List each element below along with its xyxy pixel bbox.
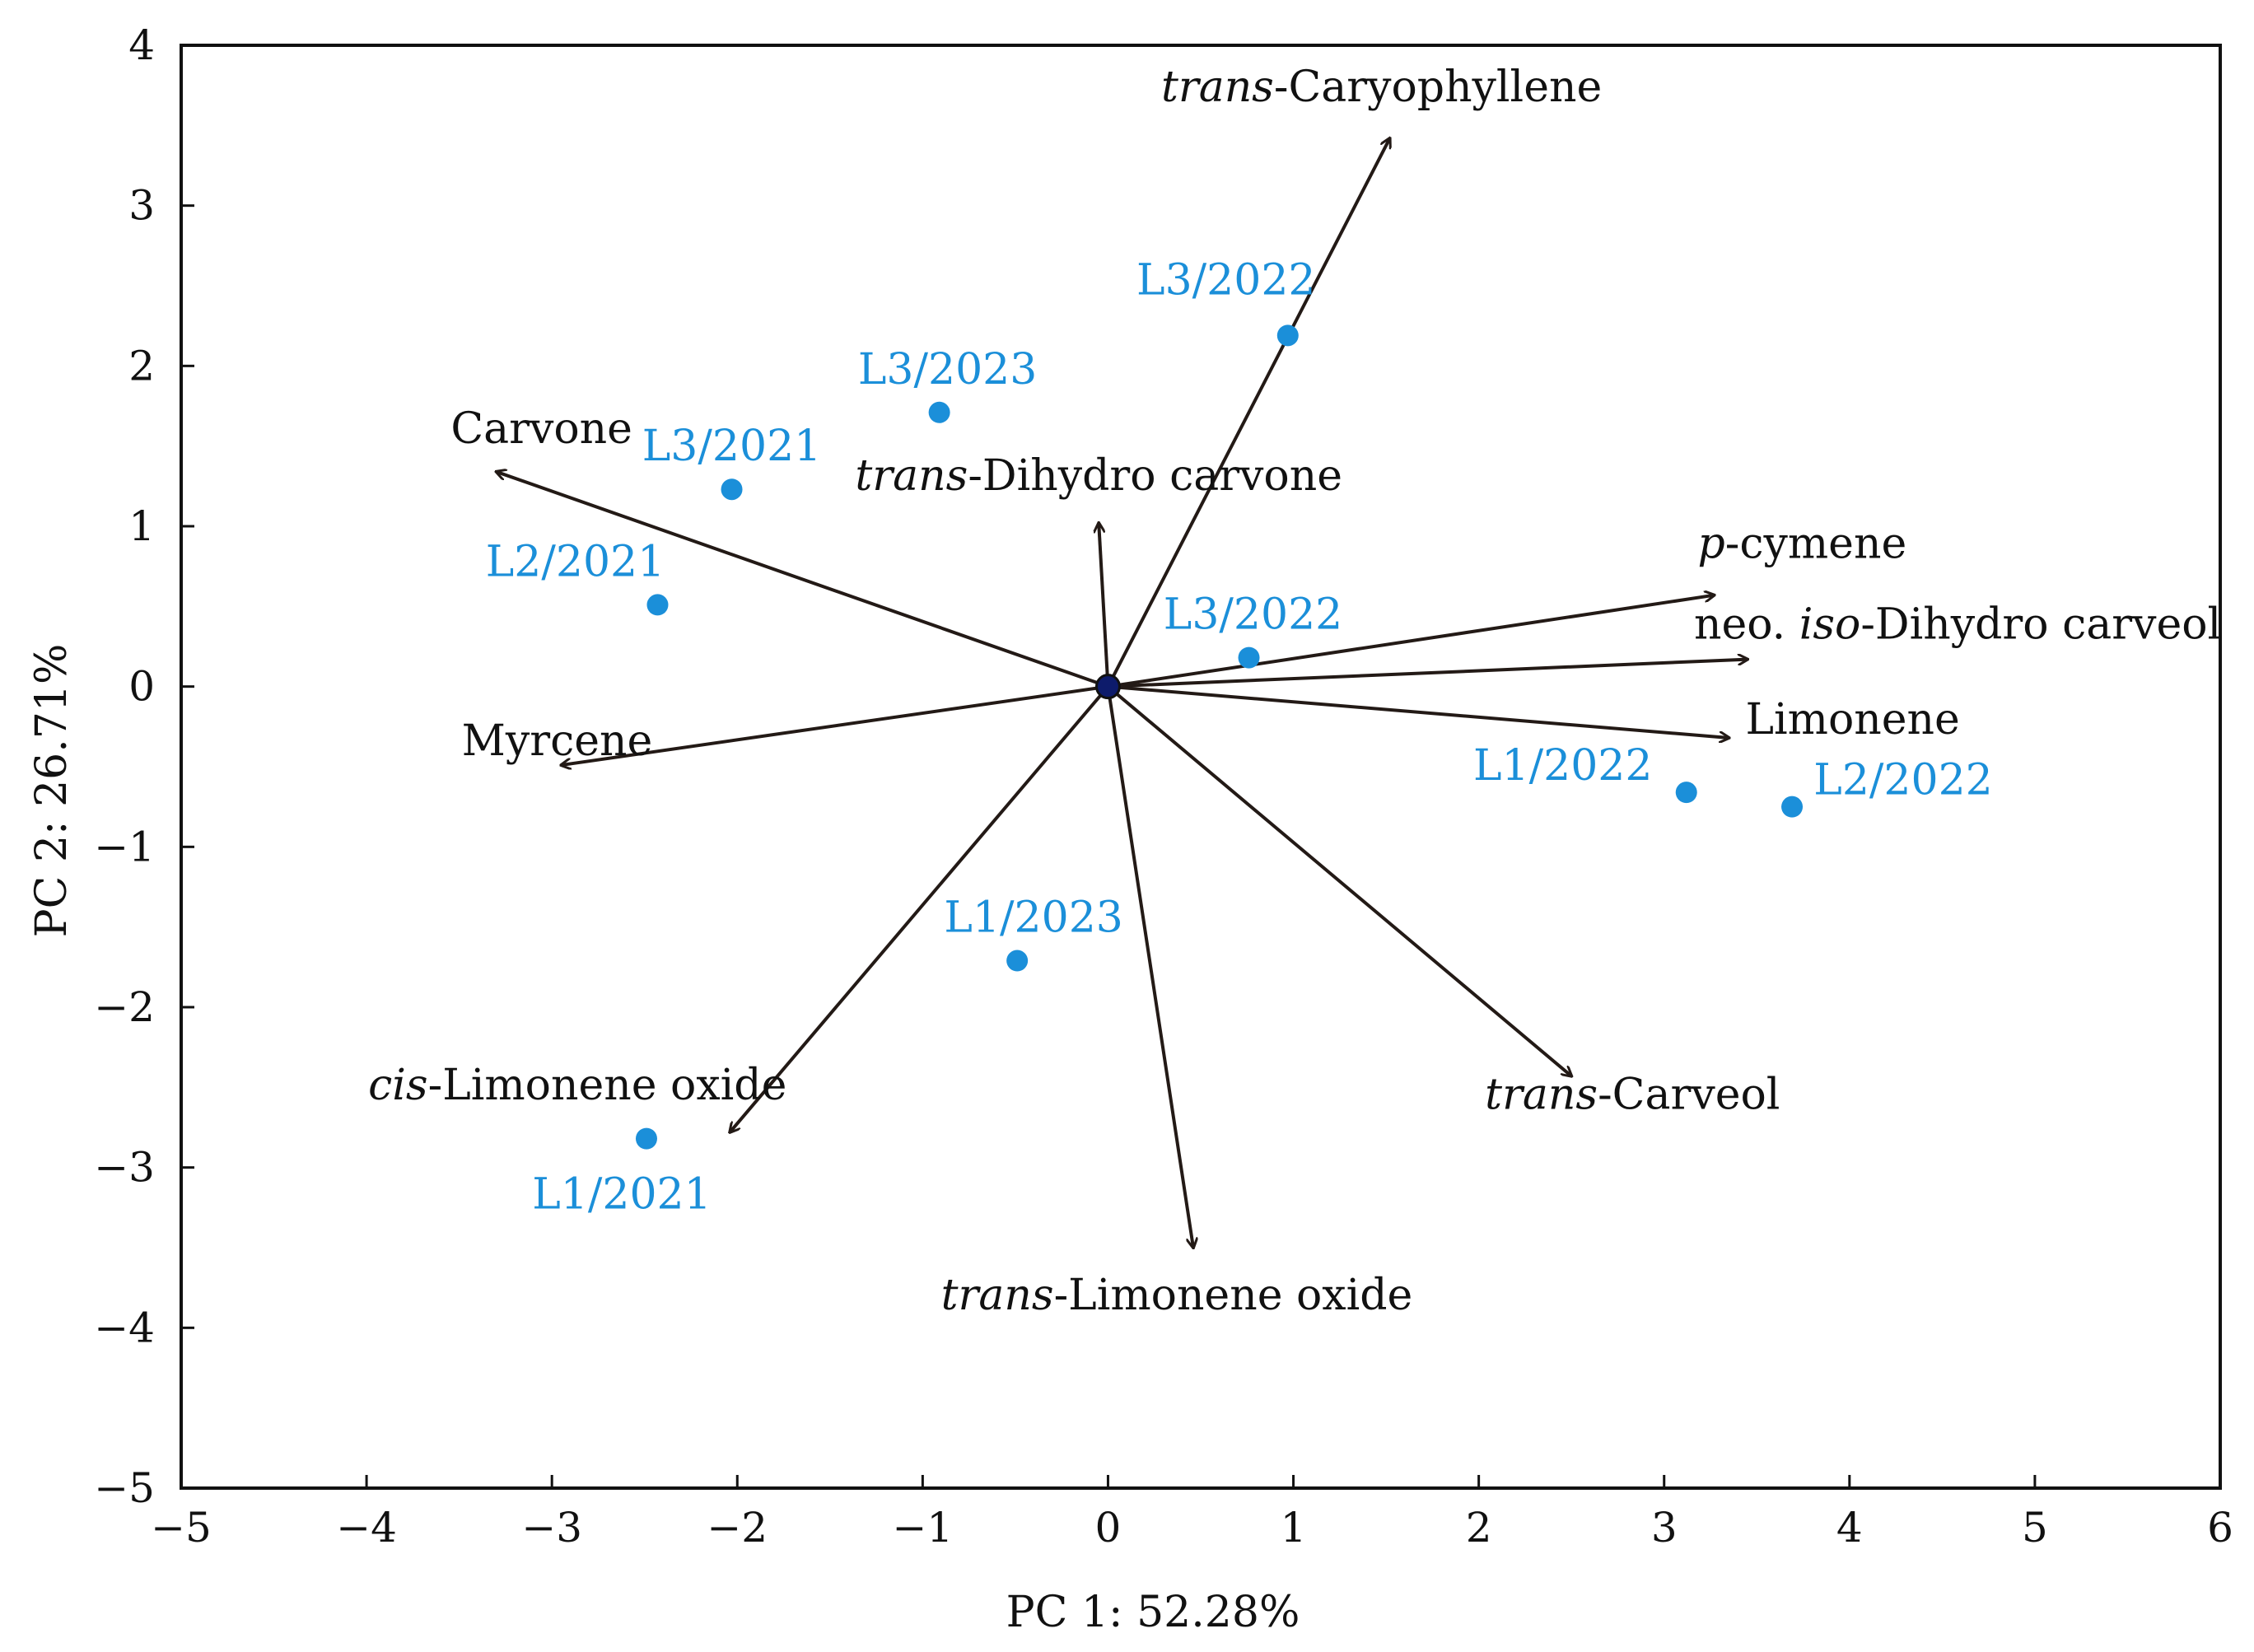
plot-frame (180, 44, 2222, 1490)
x-axis-ticks: −5 −4 −3 −2 −1 0 1 2 3 4 5 6 (151, 1475, 2233, 1552)
score-point-label: L1/2022 (1473, 741, 1652, 791)
y-tick-label: 0 (128, 663, 155, 711)
score-point (928, 401, 950, 423)
y-tick-label: 1 (128, 502, 155, 550)
score-point-label: L3/2021 (642, 422, 821, 471)
x-tick-label: −5 (151, 1504, 212, 1552)
loading-vector-label: trans-Limonene oxide (941, 1271, 1413, 1320)
loading-vector-label: cis-Limonene oxide (368, 1061, 786, 1110)
x-tick-label: 2 (1466, 1504, 1492, 1552)
x-tick-label: 6 (2207, 1504, 2233, 1552)
y-axis-title: PC 2: 26.71% (27, 644, 77, 938)
score-point-label: L3/2022 (1164, 590, 1342, 640)
score-point (1238, 646, 1260, 669)
score-point (1781, 796, 1804, 818)
x-tick-label: 4 (1836, 1504, 1863, 1552)
loading-vector-arrow (1108, 595, 1714, 688)
loading-vector-label: trans-Carveol (1485, 1071, 1780, 1120)
x-tick-label: 1 (1281, 1504, 1307, 1552)
y-tick-label: −1 (94, 823, 155, 870)
x-tick-label: −4 (336, 1504, 397, 1552)
loading-vector-label: neo. iso-Dihydro carveol (1694, 600, 2221, 650)
y-tick-label: −3 (94, 1144, 155, 1192)
loading-vector-arrow (1108, 684, 1729, 738)
y-tick-label: −2 (94, 983, 155, 1031)
loading-vector-arrow (1106, 138, 1389, 688)
loading-vector-arrow (561, 684, 1108, 765)
loading-vector-arrow (1108, 660, 1748, 688)
score-point-label: L1/2023 (944, 894, 1122, 943)
y-tick-label: −4 (94, 1304, 155, 1351)
x-tick-label: 3 (1651, 1504, 1678, 1552)
loading-vector-label: trans-Caryophyllene (1161, 63, 1602, 112)
loading-vector-arrow (497, 472, 1109, 688)
score-point-label: L2/2021 (486, 537, 665, 586)
score-point-label: L3/2023 (858, 345, 1037, 394)
x-tick-label: 0 (1095, 1504, 1122, 1552)
score-point-label: L2/2022 (1813, 756, 1992, 805)
score-point-label: L3/2022 (1136, 255, 1315, 305)
y-tick-label: 3 (128, 182, 155, 230)
loading-vector-label: Carvone (450, 404, 632, 454)
x-tick-label: −1 (893, 1504, 954, 1552)
y-axis-ticks: −5 −4 −3 −2 −1 0 1 2 3 4 (94, 21, 194, 1512)
score-point-label: L1/2021 (532, 1170, 711, 1220)
score-point (646, 594, 669, 616)
y-tick-label: 4 (128, 21, 155, 69)
loading-vector-arrow (1099, 523, 1110, 687)
x-tick-label: −3 (521, 1504, 582, 1552)
score-point (1675, 782, 1697, 804)
score-point (1006, 950, 1029, 972)
loading-vector-label: trans-Dihydro carvone (855, 451, 1342, 501)
loading-vector-label: p-cymene (1698, 520, 1907, 569)
x-axis-title: PC 1: 52.28% (1006, 1588, 1300, 1637)
score-point (1276, 324, 1299, 347)
x-tick-label: 5 (2022, 1504, 2048, 1552)
loading-vector-arrow (1106, 686, 1193, 1248)
loading-vector-label: Myrcene (462, 716, 653, 766)
score-point (721, 478, 743, 501)
y-tick-label: 2 (128, 342, 155, 390)
loading-vector-arrow (730, 685, 1109, 1132)
score-point (635, 1127, 657, 1150)
y-tick-label: −5 (94, 1464, 155, 1512)
loading-vector-label: Limonene (1746, 695, 1960, 744)
x-tick-label: −2 (707, 1504, 768, 1552)
loading-vector-arrow (1107, 685, 1571, 1076)
origin-point (1094, 674, 1121, 700)
loading-vectors: trans-Caryophyllene Carvone trans-Dihydro … (368, 63, 2221, 1320)
score-points: L3/2022 L3/2023 L3/2021 L2/2021 L3/2022 L1/20… (486, 255, 1993, 1219)
